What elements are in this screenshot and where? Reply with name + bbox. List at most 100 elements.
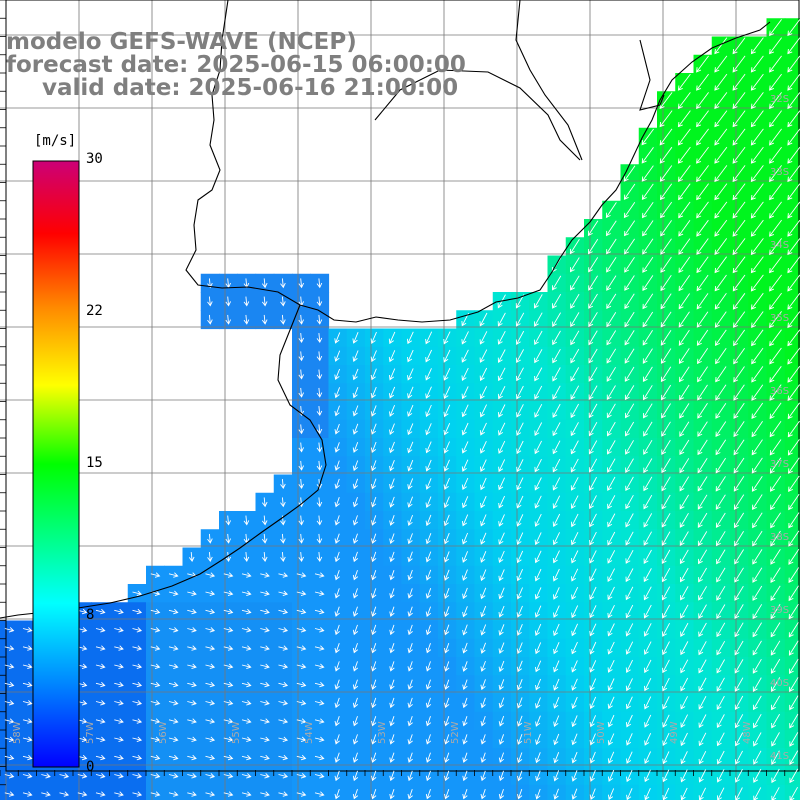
wind-arrow	[534, 605, 542, 618]
wind-arrow	[553, 788, 559, 800]
wind-cell	[638, 146, 658, 165]
wind-arrow	[498, 477, 506, 491]
wind-arrow	[661, 586, 671, 601]
wind-arrow	[150, 700, 161, 706]
wind-arrow	[188, 552, 195, 562]
wind-arrow	[334, 734, 340, 745]
wind-arrow	[516, 385, 524, 400]
wind-arrow	[334, 679, 340, 690]
wind-arrow	[589, 623, 597, 637]
wind-arrow	[732, 55, 746, 73]
wind-arrow	[388, 368, 396, 381]
wind-arrow	[607, 788, 615, 800]
wind-arrows	[4, 19, 800, 800]
wind-arrow	[168, 663, 179, 670]
wind-arrow	[352, 460, 359, 472]
wind-cell	[784, 18, 800, 38]
wind-arrow	[570, 348, 580, 364]
wind-cell	[693, 200, 713, 220]
wind-cell	[638, 237, 658, 257]
wind-arrow	[497, 312, 506, 327]
wind-arrow	[278, 718, 289, 724]
wind-arrow	[659, 128, 673, 146]
wind-arrow	[789, 695, 799, 711]
wind-arrow	[4, 754, 15, 761]
wind-arrow	[534, 330, 543, 346]
wind-cell	[693, 255, 713, 275]
wind-arrow	[678, 311, 690, 328]
wind-arrow	[750, 146, 764, 164]
wind-arrow	[715, 329, 727, 347]
wind-arrow	[607, 550, 616, 564]
wind-arrow	[552, 458, 561, 473]
wind-arrow	[552, 513, 561, 527]
wind-arrow	[733, 476, 745, 492]
wind-arrow	[280, 533, 286, 544]
wind-arrow	[223, 645, 234, 651]
wind-arrow	[716, 732, 725, 747]
wind-arrow	[589, 678, 597, 691]
wind-arrow	[553, 733, 560, 746]
wind-arrow	[22, 700, 33, 706]
wind-arrow	[788, 512, 800, 529]
wind-arrow	[607, 531, 616, 546]
wind-arrow	[679, 549, 689, 565]
wind-arrow	[298, 460, 305, 471]
wind-arrow	[407, 752, 413, 763]
wind-arrow	[679, 531, 689, 546]
wind-arrow	[771, 695, 781, 711]
wind-arrow	[570, 385, 580, 400]
valid-date: valid date: 2025-06-16 21:00:00	[42, 75, 459, 101]
lon-label-55w: 55W	[231, 721, 242, 744]
wind-arrow	[425, 441, 432, 454]
wind-arrow	[314, 773, 325, 779]
wind-arrow	[697, 512, 708, 528]
wind-arrow	[570, 440, 579, 455]
wind-arrow	[371, 588, 377, 599]
wind-arrow	[714, 146, 728, 164]
wind-arrow	[716, 604, 726, 619]
wind-arrow	[662, 769, 670, 783]
wind-arrow	[607, 751, 615, 764]
wind-arrow	[626, 733, 633, 746]
wind-arrow	[769, 366, 782, 383]
wind-arrow	[334, 606, 340, 617]
wind-arrow	[516, 495, 524, 509]
wind-arrow	[642, 220, 654, 237]
wind-cell	[657, 109, 676, 129]
wind-arrow	[697, 494, 708, 510]
wind-arrow	[371, 515, 377, 526]
wind-arrow	[534, 623, 542, 637]
wind-arrow	[352, 716, 359, 727]
wind-cell	[675, 346, 695, 366]
wind-arrow	[641, 147, 654, 164]
wind-arrow	[498, 660, 505, 673]
wind-cell	[730, 146, 749, 165]
wind-arrow	[241, 645, 252, 651]
wind-arrow	[462, 624, 468, 636]
wind-arrow	[588, 385, 598, 400]
wind-arrow	[298, 278, 305, 289]
wind-cell	[784, 565, 800, 585]
wind-arrow	[715, 402, 727, 419]
wind-arrow	[462, 789, 468, 800]
wind-arrow	[552, 568, 560, 582]
wind-arrow	[352, 588, 359, 599]
wind-arrow	[750, 201, 764, 219]
coastline-interior	[515, 0, 665, 161]
wind-arrow	[678, 293, 690, 310]
wind-arrow	[425, 588, 432, 599]
wind-arrow	[787, 365, 800, 383]
wind-arrow	[752, 512, 763, 529]
wind-arrow	[371, 752, 377, 763]
wind-arrow	[661, 604, 671, 619]
wind-arrow	[770, 603, 781, 620]
wind-arrow	[787, 110, 800, 128]
wind-arrow	[370, 368, 377, 381]
wind-arrow	[680, 732, 688, 747]
lat-label-39s: 39S	[770, 605, 790, 616]
wind-arrow	[261, 314, 268, 325]
wind-arrow	[643, 531, 652, 546]
wind-arrow	[278, 681, 289, 688]
wind-arrow	[624, 275, 635, 291]
